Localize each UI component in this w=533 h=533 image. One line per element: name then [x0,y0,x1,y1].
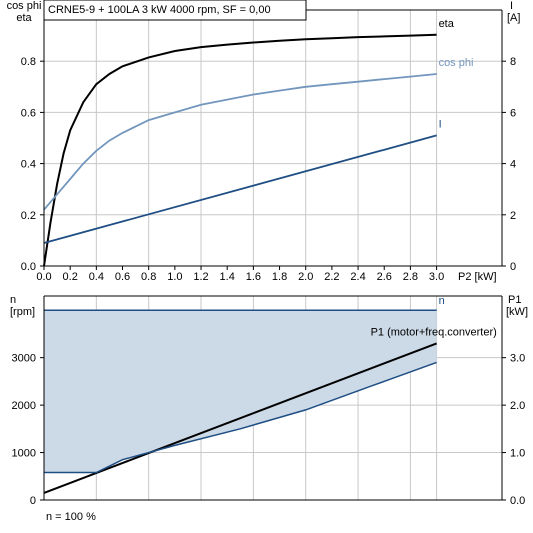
top-x-tick-label: 1.0 [167,271,182,283]
top-series-line-eta [43,33,437,267]
bottom-left-tick-label: 3000 [12,353,36,365]
top-x-tick-label: 2.0 [298,271,313,283]
top-x-tick-label: 2.6 [377,271,392,283]
top-x-tick-label: 0.6 [115,271,130,283]
bottom-left-tick-label: 0 [30,495,36,507]
top-right-tick-label: 0 [510,261,516,273]
top-x-tick-label: 2.8 [403,271,418,283]
bottom-series-label-n: n [439,295,445,307]
bottom-series-line-P1-motor-freq-converter- [43,342,437,494]
bottom-series-labels: n P1 (motor+freq.converter) [371,295,497,338]
bottom-right-ticks: 0.0 1.0 2.0 3.0 [502,353,525,507]
bottom-left-ylabel-1: n [10,294,16,306]
top-x-ticks: 0.0 0.2 0.4 0.6 0.8 1.0 1.2 1.4 1.6 1.8 2.0 2.2 2.4 2… [36,266,444,283]
top-series [43,33,437,267]
top-x-tick-label: 2.4 [350,271,365,283]
bottom-right-tick-label: 3.0 [510,353,525,365]
bottom-series-label-p1: P1 (motor+freq.converter) [371,326,497,338]
top-right-ylabel-2: [A] [507,12,520,24]
bottom-left-tick-label: 2000 [12,400,36,412]
top-right-tick-label: 2 [510,210,516,222]
bottom-right-tick-label: 1.0 [510,448,525,460]
top-right-tick-label: 4 [510,159,516,171]
top-left-ticks: 0.0 0.2 0.4 0.6 0.8 [21,56,44,273]
top-right-tick-label: 8 [510,56,516,68]
bottom-series [43,309,437,494]
top-series-label-eta: eta [439,18,455,30]
bottom-right-tick-label: 2.0 [510,400,525,412]
top-x-tick-label: 0.0 [36,271,51,283]
top-x-tick-label: 2.2 [324,271,339,283]
top-left-ylabel-2: eta [16,12,32,24]
top-series-label-I: I [439,118,442,130]
bottom-right-ylabel-2: [kW] [506,306,528,318]
top-series-labels: eta cos phi I [439,18,474,131]
top-x-tick-label: 0.2 [63,271,78,283]
top-xlabel: P2 [kW] [458,271,497,283]
bottom-band [44,310,437,473]
top-grid [44,10,502,266]
top-left-tick-label: 0.6 [21,107,36,119]
top-right-ylabel-1: I [510,0,513,12]
top-series-line-I [43,134,437,244]
bottom-right-ylabel-1: P1 [508,294,521,306]
bottom-series-line-P1-lower [44,361,437,474]
operating-range-band [44,310,437,473]
top-left-tick-label: 0.0 [21,261,36,273]
top-x-tick-label: 3.0 [429,271,444,283]
top-series-line-cos-phi [43,73,437,211]
bottom-footer: n = 100 % [46,511,96,523]
top-series-label-cos-phi: cos phi [439,57,474,69]
chart-title: CRNE5-9 + 100LA 3 kW 4000 rpm, SF = 0,00 [48,4,271,16]
top-x-tick-label: 1.6 [246,271,261,283]
top-left-tick-label: 0.2 [21,210,36,222]
top-x-tick-label: 0.8 [141,271,156,283]
top-x-tick-label: 0.4 [89,271,104,283]
top-left-ylabel-1: cos phi [7,0,42,12]
top-chart: CRNE5-9 + 100LA 3 kW 4000 rpm, SF = 0,00… [7,0,520,283]
bottom-left-ticks: 0 1000 2000 3000 [12,353,44,507]
top-x-tick-label: 1.8 [272,271,287,283]
top-x-tick-label: 1.2 [193,271,208,283]
bottom-right-tick-label: 0.0 [510,495,525,507]
top-left-tick-label: 0.8 [21,56,36,68]
title-box [43,0,307,21]
bottom-chart: n [rpm] P1 [kW] 0 1000 2000 3000 0.0 1.0 2.0 3… [10,294,528,523]
top-x-tick-label: 1.4 [220,271,235,283]
bottom-left-tick-label: 1000 [12,448,36,460]
top-left-tick-label: 0.4 [21,159,36,171]
bottom-left-ylabel-2: [rpm] [10,306,35,318]
top-right-tick-label: 6 [510,107,516,119]
top-right-ticks: 0 2 4 6 8 [502,56,516,273]
